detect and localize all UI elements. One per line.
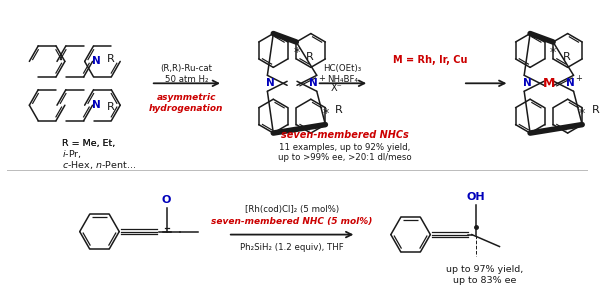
Text: seven-membered NHC (5 mol%): seven-membered NHC (5 mol%) (211, 217, 373, 226)
Text: N: N (566, 78, 575, 88)
Text: N: N (310, 78, 318, 88)
Text: N: N (523, 78, 532, 88)
Text: R = Me, Et,: R = Me, Et, (62, 139, 118, 148)
Text: up to 83% ee: up to 83% ee (453, 276, 517, 285)
Text: R: R (306, 52, 314, 62)
Text: O: O (162, 195, 172, 205)
Text: X⁻: X⁻ (331, 83, 343, 93)
Text: *: * (293, 46, 299, 60)
Text: seven-membered NHCs: seven-membered NHCs (281, 130, 408, 140)
Text: R: R (106, 54, 114, 64)
Text: M: M (542, 77, 555, 90)
Text: OH: OH (466, 192, 485, 202)
Text: M = Rh, Ir, Cu: M = Rh, Ir, Cu (393, 55, 467, 65)
Text: up to >99% ee, >20:1 dl/meso: up to >99% ee, >20:1 dl/meso (278, 153, 411, 163)
Text: *: * (550, 46, 556, 60)
Text: 50 atm H₂: 50 atm H₂ (164, 75, 208, 84)
Text: *: * (322, 107, 329, 120)
Text: up to 97% yield,: up to 97% yield, (446, 265, 523, 274)
Text: R: R (335, 105, 343, 115)
Text: Ph₂SiH₂ (1.2 equiv), THF: Ph₂SiH₂ (1.2 equiv), THF (240, 243, 344, 252)
Text: asymmetric: asymmetric (157, 93, 216, 102)
Text: $i$-Pr,: $i$-Pr, (62, 148, 82, 160)
Text: R = Me, Et,: R = Me, Et, (62, 139, 118, 148)
Text: +: + (575, 74, 582, 83)
Text: R: R (592, 105, 600, 115)
Text: +: + (318, 74, 325, 83)
Text: hydrogenation: hydrogenation (149, 104, 224, 113)
Text: $c$-Hex, $n$-Pent...: $c$-Hex, $n$-Pent... (62, 159, 136, 171)
Text: NH₄BF₄: NH₄BF₄ (327, 75, 358, 84)
Text: HC(OEt)₃: HC(OEt)₃ (323, 64, 362, 73)
Text: N: N (92, 56, 101, 66)
Text: R: R (563, 52, 571, 62)
Text: R: R (106, 102, 114, 112)
Text: (R,R)-Ru-cat: (R,R)-Ru-cat (160, 64, 212, 73)
Text: 11 examples, up to 92% yield,: 11 examples, up to 92% yield, (279, 142, 410, 152)
Text: N: N (266, 78, 275, 88)
Text: *: * (579, 107, 586, 120)
Text: N: N (92, 100, 101, 110)
Text: [Rh(cod)Cl]₂ (5 mol%): [Rh(cod)Cl]₂ (5 mol%) (245, 205, 339, 214)
